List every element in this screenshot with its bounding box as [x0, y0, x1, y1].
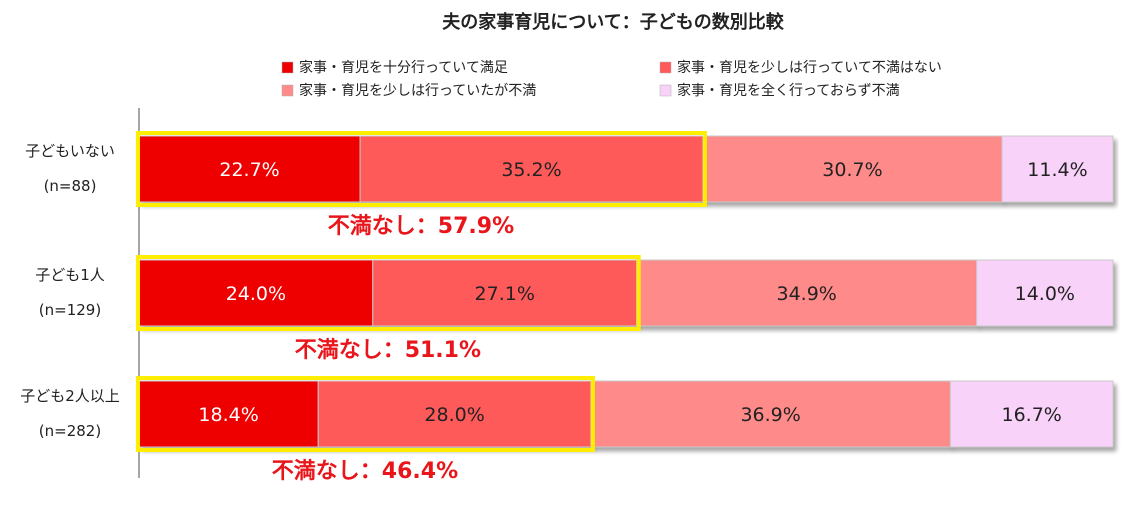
legend: 家事・育児を十分行っていて満足 家事・育児を少しは行っていて不満はない家事・育児を… — [281, 59, 942, 99]
data-label: 18.4% — [198, 404, 258, 426]
data-label: 27.1% — [475, 283, 535, 305]
data-label: 14.0% — [1015, 283, 1075, 305]
data-label: 11.4% — [1027, 159, 1087, 181]
data-label: 16.7% — [1001, 404, 1061, 426]
bar-segment — [317, 380, 592, 448]
category-label: 子ども1人 — [35, 266, 105, 284]
category-label: 子どもいない — [25, 142, 115, 160]
callout-label: 不満なし：51.1% — [295, 337, 481, 363]
data-label: 35.2% — [501, 159, 561, 181]
callout-label: 不満なし：57.9% — [328, 213, 514, 239]
bar-segment — [359, 135, 704, 203]
legend-swatch — [659, 61, 672, 74]
legend-swatch — [281, 61, 294, 74]
bar-segment — [1001, 135, 1114, 203]
category-n-label: (n=129) — [39, 301, 101, 319]
data-label: 22.7% — [219, 159, 279, 181]
bar-segment — [636, 259, 978, 327]
data-label: 34.9% — [776, 283, 836, 305]
highlight-box — [136, 255, 641, 331]
legend-label: 家事・育児を少しは行っていて不満はない — [677, 59, 942, 76]
data-label: 30.7% — [822, 159, 882, 181]
chart-title: 夫の家事育児について：子どもの数別比較 — [442, 11, 784, 33]
data-label: 24.0% — [226, 283, 286, 305]
bar-row: 子ども1人 (n=129) 24.0% 27.1% 34.9% 14.0% 不満なし：51.… — [35, 255, 1114, 363]
legend-swatch — [281, 84, 294, 97]
bar-segment — [372, 259, 638, 327]
legend-label: 家事・育児を全く行っておらず不満 — [677, 82, 900, 99]
bar-row: 子ども2人以上 (n=282) 18.4% 28.0% 36.9% 16.7% 不満なし：4… — [20, 376, 1114, 484]
category-n-label: (n=282) — [39, 422, 101, 440]
data-label: 36.9% — [740, 404, 800, 426]
category-label: 子ども2人以上 — [20, 387, 120, 405]
data-label: 28.0% — [424, 404, 484, 426]
legend-label: 家事・育児を少しは行っていたが不満 — [299, 82, 536, 99]
bar-segment — [949, 380, 1114, 448]
category-n-label: (n=88) — [44, 177, 97, 195]
highlight-box — [136, 376, 595, 452]
highlight-box — [136, 131, 707, 207]
legend-label: 家事・育児を十分行っていて満足 — [299, 59, 508, 76]
legend-swatch — [659, 84, 672, 97]
bar-segment — [138, 380, 319, 448]
bars: 子どもいない (n=88) 22.7% 35.2% 30.7% 11.4% 不満なし：57.… — [20, 131, 1114, 484]
bar-row: 子どもいない (n=88) 22.7% 35.2% 30.7% 11.4% 不満なし：57.… — [25, 131, 1114, 239]
bar-segment — [976, 259, 1114, 327]
bar-segment — [138, 135, 361, 203]
bar-segment — [702, 135, 1003, 203]
callout-label: 不満なし：46.4% — [272, 458, 458, 484]
